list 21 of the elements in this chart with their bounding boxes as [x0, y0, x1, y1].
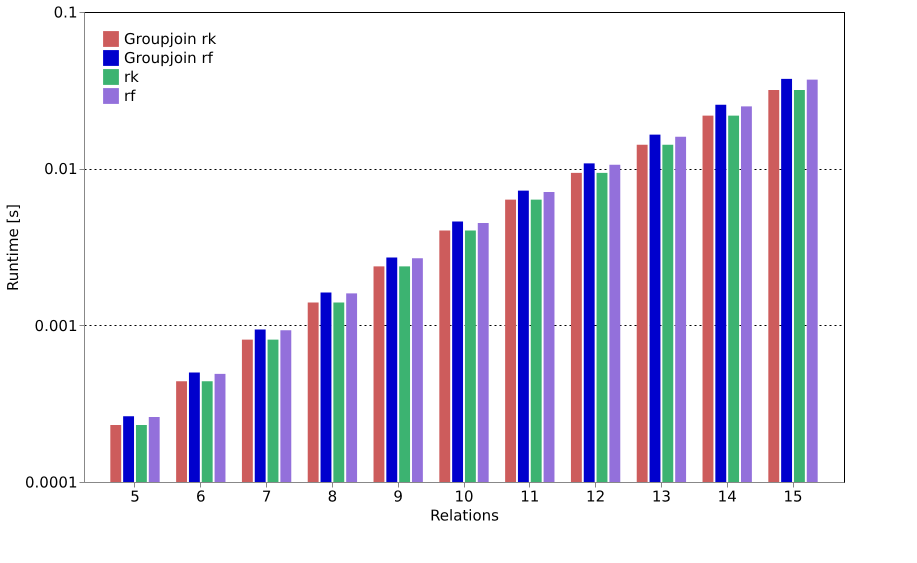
x-tick-label: 13 — [652, 488, 671, 506]
x-tick-label: 14 — [718, 488, 737, 506]
x-axis-title: Relations — [430, 506, 500, 524]
y-tick-label: 0.0001 — [25, 474, 78, 492]
y-axis-title: Runtime [s] — [4, 204, 22, 291]
legend-label: Groupjoin rf — [124, 49, 214, 67]
legend-label: rf — [124, 87, 136, 105]
legend-label: rk — [124, 68, 140, 86]
y-tick-label: 0.01 — [44, 160, 78, 178]
x-tick-label: 7 — [262, 488, 272, 506]
x-tick-label: 10 — [454, 488, 474, 506]
x-tick-label: 11 — [520, 488, 540, 506]
y-tick-label: 0.001 — [34, 316, 78, 335]
legend-label: Groupjoin rk — [124, 30, 217, 48]
x-tick-label: 6 — [196, 488, 206, 506]
x-tick-label: 8 — [328, 488, 338, 506]
x-tick-label: 9 — [393, 488, 403, 506]
y-tick-label: 0.1 — [54, 4, 78, 22]
x-tick-label: 12 — [586, 488, 606, 506]
x-tick-label: 15 — [783, 488, 803, 506]
x-tick-label: 5 — [130, 488, 140, 506]
